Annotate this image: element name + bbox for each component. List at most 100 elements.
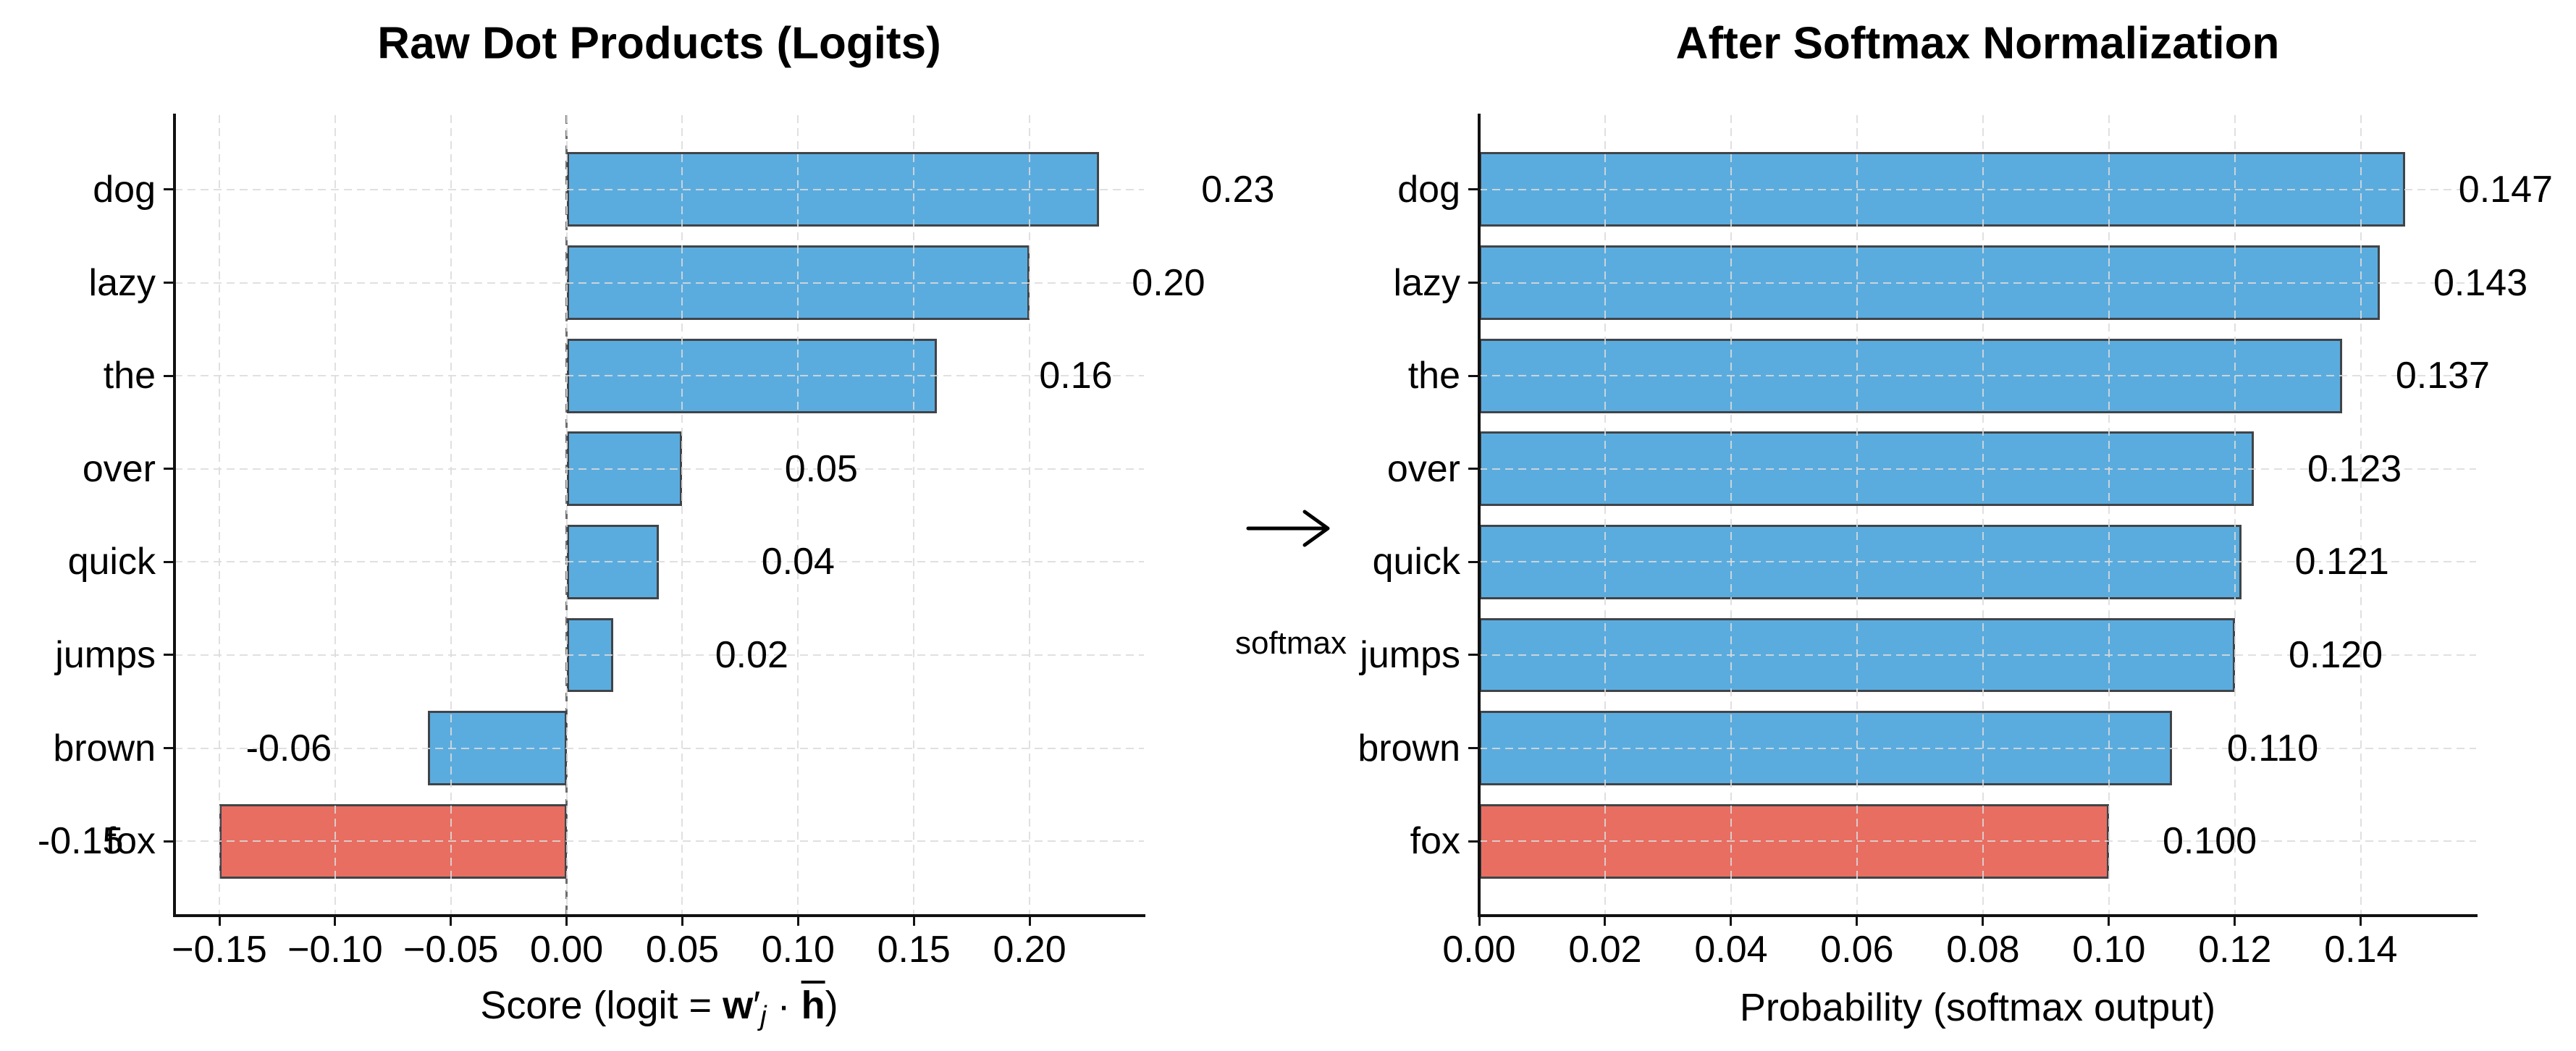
bar-value-label-lazy: 0.20 bbox=[1132, 261, 1205, 304]
bar-value-label-over: 0.05 bbox=[784, 447, 858, 490]
y-axis-spine bbox=[173, 114, 176, 917]
y-tick-mark bbox=[164, 468, 174, 470]
y-gridline bbox=[1479, 188, 2476, 190]
x-tick-label: 0.10 bbox=[761, 929, 835, 971]
x-gridline bbox=[565, 115, 568, 916]
bar-value-label-jumps: 0.02 bbox=[715, 633, 788, 676]
category-label-jumps: jumps bbox=[1360, 633, 1460, 676]
y-tick-mark bbox=[1468, 188, 1479, 191]
x-gridline bbox=[1604, 115, 1606, 916]
x-gridline bbox=[1982, 115, 1984, 916]
y-gridline bbox=[1479, 282, 2476, 284]
y-tick-mark bbox=[1468, 654, 1479, 657]
bar-value-label-fox: -0.15 bbox=[37, 820, 124, 863]
x-tick-label: −0.10 bbox=[287, 929, 383, 971]
x-gridline bbox=[1730, 115, 1732, 916]
x-tick-label: 0.00 bbox=[530, 929, 604, 971]
x-tick-mark bbox=[1730, 916, 1733, 926]
y-tick-mark bbox=[1468, 560, 1479, 563]
y-gridline bbox=[174, 468, 1144, 470]
x-tick-label: −0.05 bbox=[403, 929, 499, 971]
y-tick-mark bbox=[1468, 840, 1479, 843]
x-gridline bbox=[2360, 115, 2362, 916]
x-tick-mark bbox=[1982, 916, 1984, 926]
category-label-the: the bbox=[1407, 355, 1460, 397]
category-label-lazy: lazy bbox=[1393, 261, 1460, 304]
x-tick-mark bbox=[681, 916, 683, 926]
x-tick-label: −0.15 bbox=[172, 929, 267, 971]
category-label-fox: fox bbox=[1410, 820, 1460, 863]
x-tick-label: 0.06 bbox=[1820, 929, 1894, 971]
category-label-dog: dog bbox=[93, 168, 156, 211]
x-tick-mark bbox=[912, 916, 915, 926]
x-tick-mark bbox=[2234, 916, 2236, 926]
y-tick-mark bbox=[1468, 468, 1479, 470]
x-axis-label-part: j bbox=[760, 1001, 767, 1032]
x-gridline bbox=[2108, 115, 2110, 916]
y-tick-mark bbox=[1468, 747, 1479, 750]
x-axis-spine bbox=[1478, 914, 2478, 917]
x-axis-label-part: Score (logit = bbox=[480, 983, 723, 1027]
category-label-quick: quick bbox=[1372, 541, 1460, 583]
chart-title: After Softmax Normalization bbox=[1675, 18, 2280, 69]
x-gridline bbox=[219, 115, 221, 916]
bar-value-label-the: 0.137 bbox=[2395, 355, 2490, 397]
category-label-brown: brown bbox=[53, 727, 156, 769]
x-tick-mark bbox=[2108, 916, 2110, 926]
x-axis-label-part: · bbox=[766, 983, 801, 1027]
y-gridline bbox=[1479, 747, 2476, 749]
right-arrow-icon bbox=[1246, 510, 1330, 547]
y-gridline bbox=[174, 561, 1144, 563]
x-gridline bbox=[797, 115, 799, 916]
x-tick-label: 0.02 bbox=[1568, 929, 1642, 971]
y-tick-mark bbox=[164, 374, 174, 377]
bar-value-label-brown: 0.110 bbox=[2226, 727, 2319, 769]
y-axis-spine bbox=[1478, 114, 1481, 917]
category-label-jumps: jumps bbox=[55, 633, 156, 676]
bar-value-label-dog: 0.147 bbox=[2458, 168, 2553, 211]
softmax-label: softmax bbox=[1234, 625, 1347, 661]
y-gridline bbox=[1479, 840, 2476, 843]
x-gridline bbox=[913, 115, 915, 916]
category-label-brown: brown bbox=[1358, 727, 1460, 769]
x-tick-label: 0.10 bbox=[2072, 929, 2146, 971]
category-label-the: the bbox=[103, 355, 156, 397]
x-axis-label-part: Probability (softmax output) bbox=[1739, 986, 2216, 1029]
x-tick-mark bbox=[218, 916, 221, 926]
x-gridline bbox=[1029, 115, 1031, 916]
bar-value-label-quick: 0.04 bbox=[761, 541, 835, 583]
x-tick-label: 0.20 bbox=[993, 929, 1066, 971]
chart-title: Raw Dot Products (Logits) bbox=[377, 18, 941, 69]
bar-value-label-brown: -0.06 bbox=[245, 727, 332, 769]
x-tick-mark bbox=[796, 916, 799, 926]
x-axis-label-part: w bbox=[723, 983, 754, 1027]
y-gridline bbox=[174, 188, 1144, 190]
x-tick-mark bbox=[1604, 916, 1607, 926]
category-label-dog: dog bbox=[1397, 168, 1460, 211]
bar-value-label-fox: 0.100 bbox=[2162, 820, 2257, 863]
x-gridline bbox=[681, 115, 683, 916]
y-gridline bbox=[1479, 375, 2476, 377]
bar-value-label-quick: 0.121 bbox=[2294, 541, 2389, 583]
x-axis-label-part: ′ bbox=[753, 983, 761, 1027]
x-tick-label: 0.12 bbox=[2198, 929, 2272, 971]
x-gridline bbox=[2234, 115, 2236, 916]
y-tick-mark bbox=[164, 654, 174, 657]
x-tick-mark bbox=[1478, 916, 1481, 926]
y-tick-mark bbox=[164, 560, 174, 563]
bar-value-label-over: 0.123 bbox=[2307, 447, 2402, 490]
category-label-over: over bbox=[1386, 447, 1460, 490]
y-tick-mark bbox=[1468, 374, 1479, 377]
bar-value-label-the: 0.16 bbox=[1039, 355, 1113, 397]
x-tick-label: 0.04 bbox=[1694, 929, 1768, 971]
x-gridline bbox=[1856, 115, 1858, 916]
category-label-quick: quick bbox=[67, 541, 156, 583]
y-tick-mark bbox=[164, 188, 174, 191]
x-tick-mark bbox=[565, 916, 568, 926]
x-tick-mark bbox=[334, 916, 337, 926]
y-tick-mark bbox=[164, 282, 174, 284]
x-tick-label: 0.05 bbox=[645, 929, 720, 971]
x-gridline bbox=[450, 115, 452, 916]
